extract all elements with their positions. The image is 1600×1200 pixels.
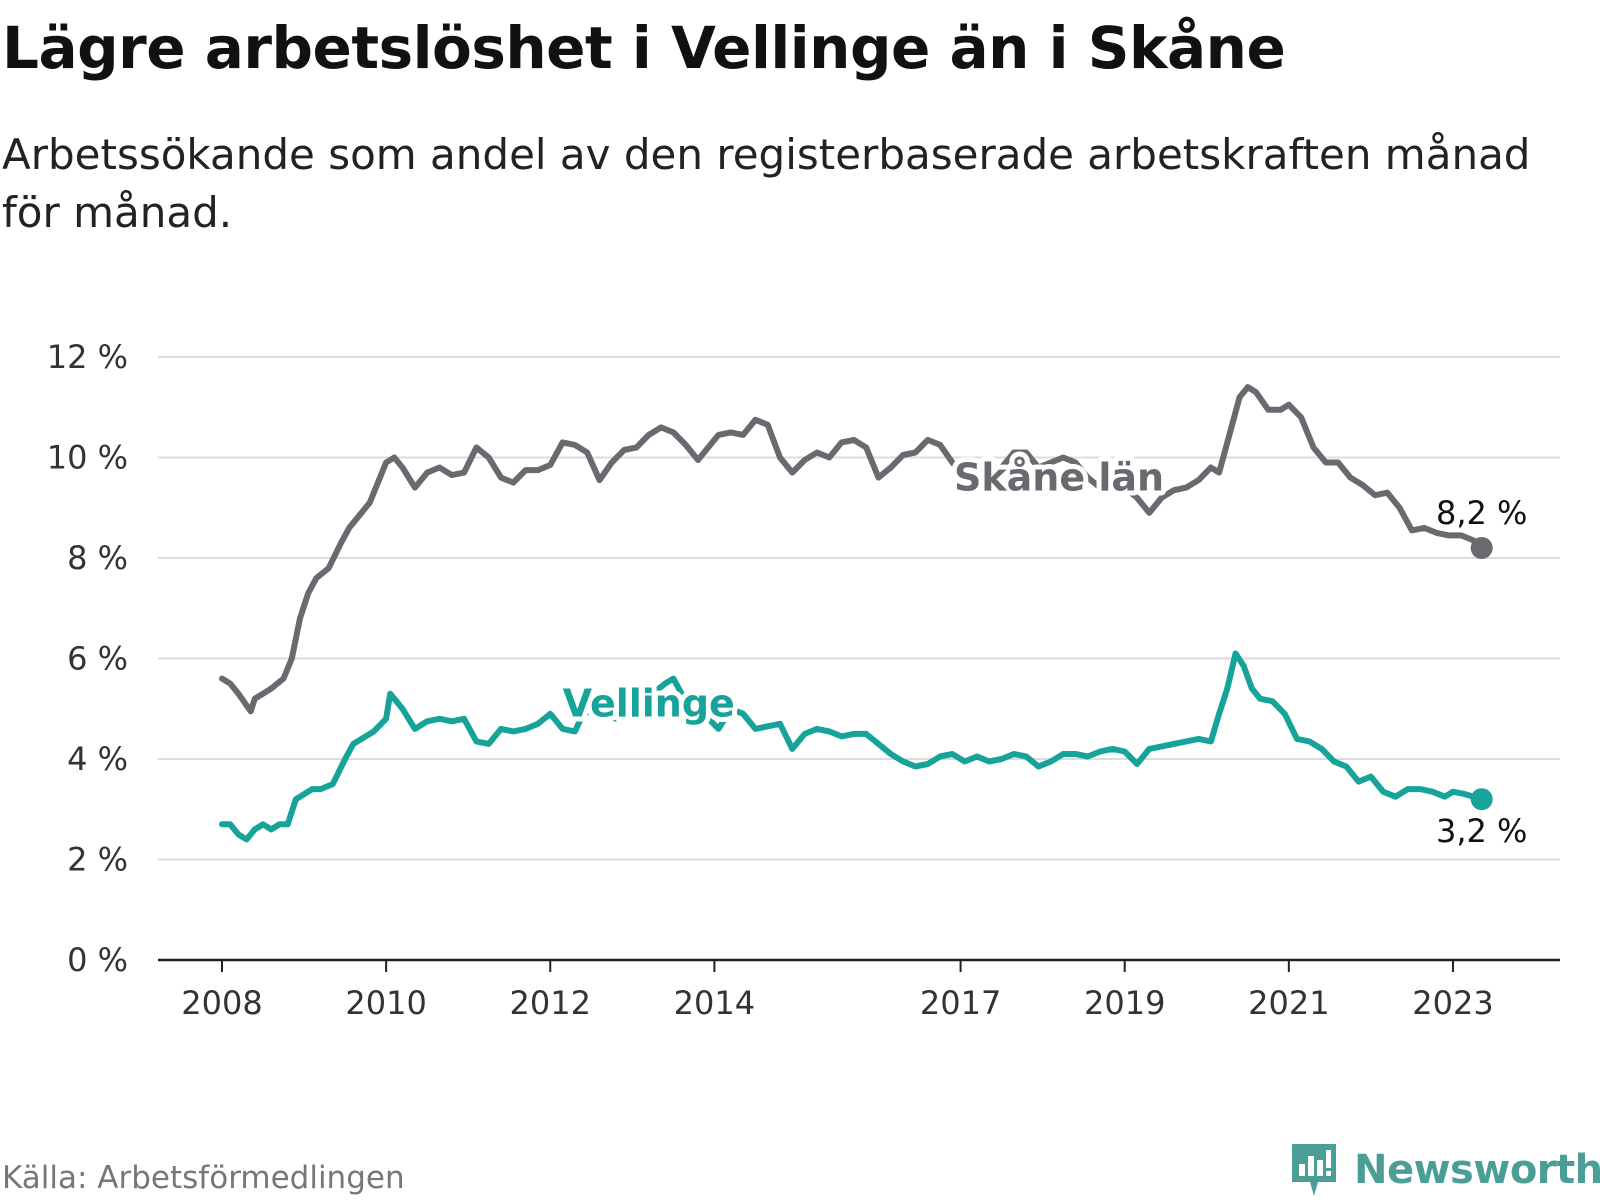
x-tick-label: 2010 [345,984,426,1020]
end-value-label: 8,2 % [1436,494,1527,532]
page-title: Lägre arbetslöshet i Vellinge än i Skåne [2,14,1286,82]
x-tick-label: 2021 [1248,984,1329,1020]
series-labels: 8,2 % 3,2 % Skåne län Vellinge [558,451,1531,854]
brand-logo: Newsworthy [1288,1140,1600,1200]
y-tick-label: 8 % [67,539,128,577]
y-tick-label: 12 % [47,338,128,376]
newsworthy-logo-icon [1292,1144,1336,1196]
brand-name: Newsworthy [1354,1147,1600,1193]
y-tick-label: 2 % [67,841,128,879]
series-line-skane [219,384,1485,715]
end-point-marker [1470,536,1493,559]
series-lines [219,384,1493,843]
x-tick-label: 2008 [181,984,262,1020]
x-tick-label: 2017 [920,984,1001,1020]
axes: 0 % 2 % 4 % 6 % 8 % 10 % 12 % 2008 2010 2012 2014 2… [47,338,1560,1020]
y-tick-label: 6 % [67,640,128,678]
y-tick-label: 4 % [67,740,128,778]
y-tick-label: 10 % [47,439,128,477]
x-tick-label: 2014 [674,984,755,1020]
x-tick-label: 2012 [510,984,591,1020]
series-name-label: Skåne län [954,456,1164,500]
end-value-label: 3,2 % [1436,812,1527,850]
gridlines [158,356,1560,861]
source-note: Källa: Arbetsförmedlingen [2,1160,405,1196]
end-point-marker [1470,788,1493,811]
unemployment-line-chart: 0 % 2 % 4 % 6 % 8 % 10 % 12 % 2008 2010 2012 2014 2… [47,338,1560,1020]
x-tick-label: 2019 [1084,984,1165,1020]
series-line-vellinge [219,650,1485,843]
x-tick-label: 2023 [1412,984,1493,1020]
chart-subtitle: Arbetssökande som andel av den registerb… [2,130,1531,237]
series-name-label: Vellinge [563,682,735,726]
y-tick-label: 0 % [67,941,128,979]
